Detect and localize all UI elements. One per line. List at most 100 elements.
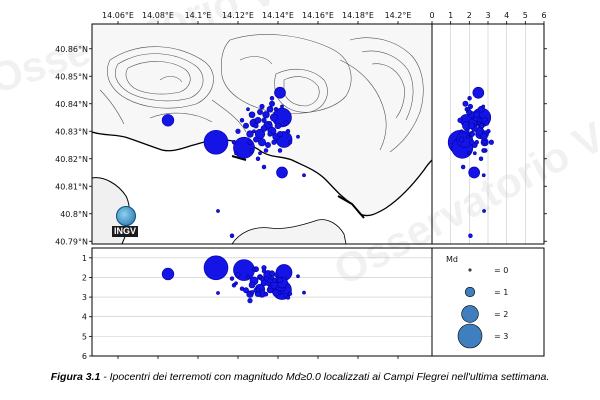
depth-event-marker [469, 131, 475, 137]
depth-event-marker [482, 209, 486, 213]
map-y-tick-label: 40.79°N [55, 237, 88, 246]
map-y-tick-label: 40.81°N [55, 182, 88, 191]
legend-marker [468, 268, 472, 272]
section-event-marker [252, 267, 256, 272]
depth-event-marker [469, 139, 475, 145]
depth-event-marker [462, 100, 469, 107]
topographic-contour [125, 61, 191, 95]
depth-event-marker [467, 96, 472, 101]
depth-event-marker [474, 140, 479, 145]
ingv-globe-icon [116, 206, 136, 226]
map-event-marker [287, 140, 293, 145]
map-event-marker [243, 122, 249, 129]
topographic-contour [149, 112, 213, 123]
section-event-marker [269, 275, 275, 280]
section-event-marker [285, 295, 291, 300]
map-event-marker [253, 136, 259, 143]
legend-marker [461, 305, 479, 323]
depth-event-marker [468, 233, 473, 238]
map-event-marker [269, 113, 279, 122]
axis-ticks: 14.06°E 14.08°E 14.1°E 14.12°E 14.14°E 14.16°… [55, 11, 547, 361]
legend-marker [464, 286, 476, 298]
map-event-marker [253, 123, 259, 129]
section-event-marker [302, 290, 306, 295]
depth-panel-frame [431, 23, 545, 245]
ingv-logo-text: INGV [112, 226, 138, 237]
depth-x-tick-label: 1 [448, 11, 453, 20]
depth-event-marker [481, 173, 486, 178]
map-event-marker [229, 233, 235, 238]
legend-panel-frame [431, 247, 545, 357]
map-event-marker [246, 130, 254, 138]
depth-x-tick-label: 6 [541, 11, 546, 20]
section-event-marker [273, 272, 279, 278]
section-event-marker [248, 281, 256, 289]
section-y-tick-label: 2 [82, 273, 87, 282]
depth-x-tick-label: 3 [485, 11, 490, 20]
map-event-marker [302, 173, 306, 178]
depth-event-marker [478, 123, 485, 129]
map-event-marker [216, 209, 220, 213]
map-event-marker [261, 164, 267, 170]
map-event-marker [280, 104, 284, 109]
map-event-marker [269, 100, 275, 107]
depth-events [447, 86, 494, 238]
map-event-marker [257, 109, 263, 115]
map-y-tick-label: 40.82°N [55, 155, 88, 164]
ingv-logo: INGV [112, 206, 138, 240]
section-event-marker [234, 281, 238, 286]
topographic-contour [220, 34, 352, 114]
map-y-tick-label: 40.83°N [55, 127, 88, 136]
section-events [161, 255, 306, 304]
section-y-tick-label: 6 [82, 352, 87, 361]
section-y-tick-label: 3 [82, 293, 87, 302]
map-y-tick-label: 40.85°N [55, 72, 88, 81]
topographic-contour [371, 63, 405, 119]
map-event-marker [268, 121, 272, 125]
map-event-marker [274, 86, 286, 99]
map-x-tick-label: 14.18°E [342, 11, 374, 20]
depth-event-marker [484, 120, 490, 126]
coastline [91, 131, 433, 217]
figure-caption: Figura 3.1 - Ipocentri dei terremoti con… [0, 371, 600, 383]
map-event-marker [296, 134, 300, 139]
map-event-marker [239, 118, 245, 123]
topographic-contour [283, 76, 320, 107]
topographic-contour [339, 59, 387, 151]
map-event-marker [254, 116, 262, 124]
map-event-marker [267, 131, 273, 137]
topographic-contour [107, 46, 214, 109]
map-y-tick-label: 40.86°N [55, 45, 88, 54]
section-event-marker [203, 255, 229, 281]
map-x-tick-label: 14.12°E [222, 11, 254, 20]
depth-event-marker [464, 128, 470, 134]
map-event-marker [273, 107, 279, 112]
map-event-marker [248, 111, 256, 119]
depth-event-marker [488, 139, 494, 145]
topographic-contour [349, 37, 424, 153]
map-event-marker [266, 105, 274, 113]
depth-event-marker [466, 107, 471, 112]
map-event-marker [255, 156, 261, 161]
depth-event-marker [478, 156, 484, 161]
section-event-marker [258, 275, 262, 280]
topographic-contour [361, 50, 414, 121]
map-event-marker [277, 148, 283, 153]
map-event-marker [257, 138, 267, 147]
legend-label: = 2 [494, 310, 508, 319]
section-y-tick-label: 4 [82, 313, 87, 322]
depth-event-marker [482, 140, 488, 145]
map-x-tick-label: 14.06°E [102, 11, 134, 20]
section-y-tick-label: 1 [82, 254, 87, 263]
map-event-marker [235, 128, 241, 134]
map-y-tick-label: 40.84°N [55, 100, 88, 109]
legend-title: Md [446, 255, 458, 264]
depth-event-marker [468, 166, 480, 179]
depth-event-marker [476, 121, 481, 125]
map-event-marker [249, 148, 255, 153]
depth-event-marker [466, 134, 471, 139]
legend-label: = 3 [494, 332, 508, 341]
section-event-marker [296, 274, 300, 279]
depth-event-marker [467, 151, 471, 156]
section-event-marker [287, 291, 293, 296]
